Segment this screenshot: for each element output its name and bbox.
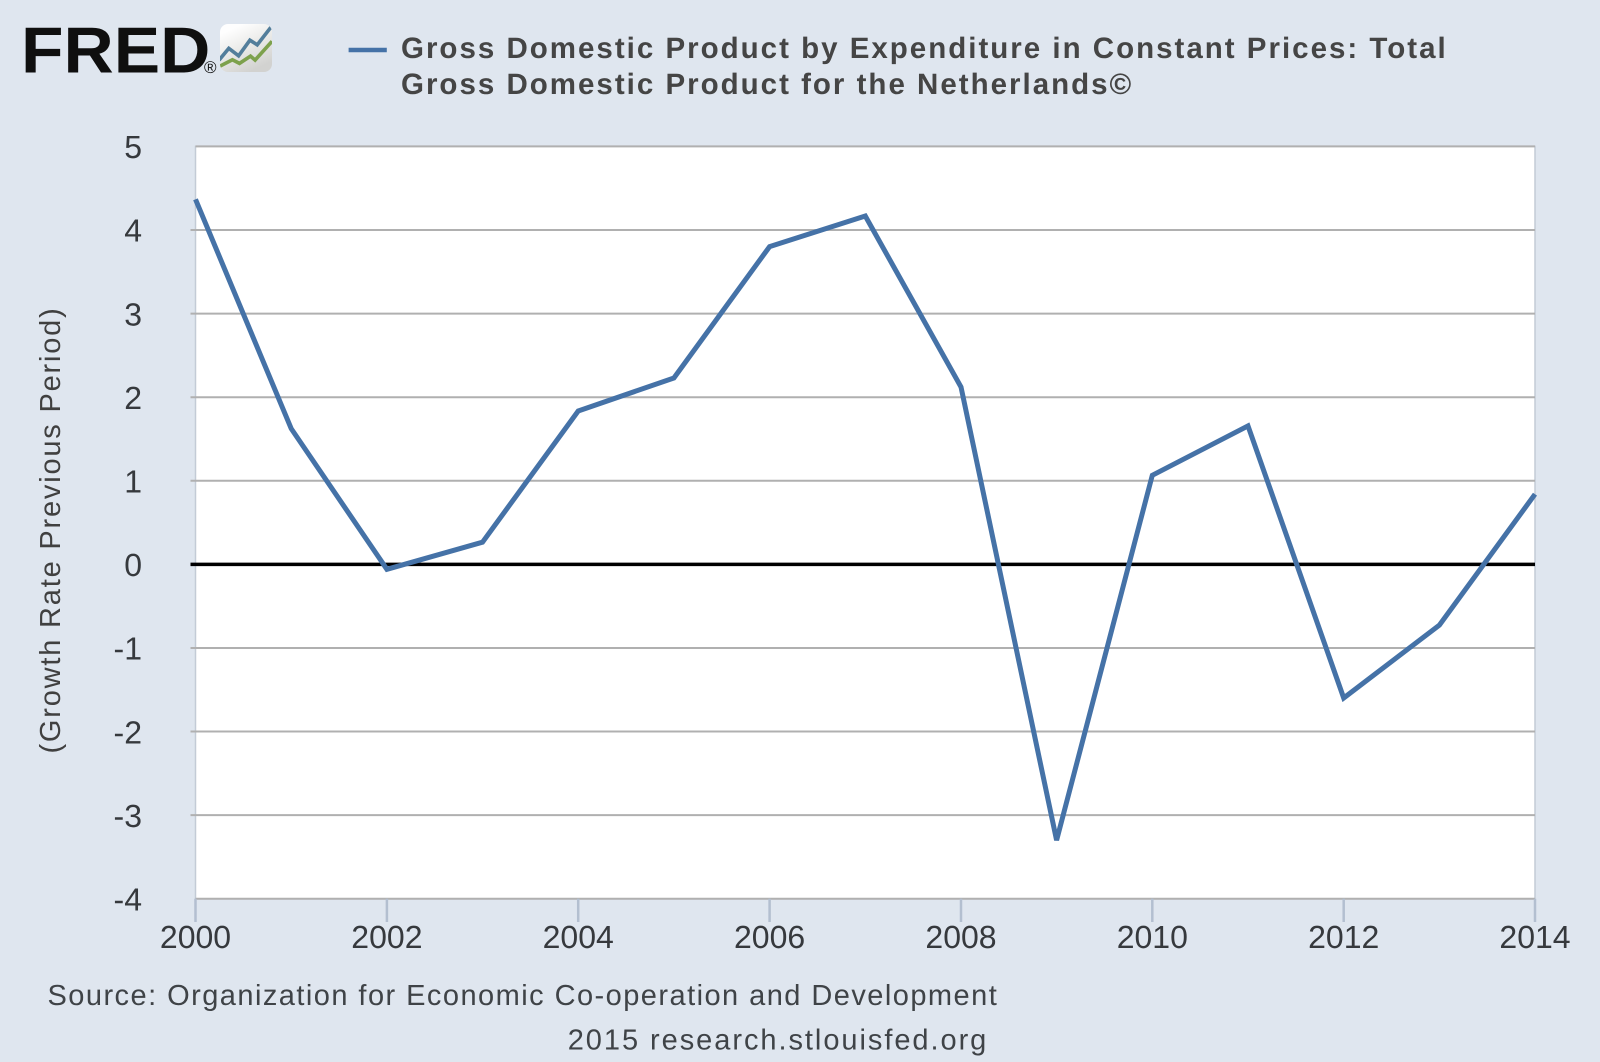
svg-text:0: 0 [124, 547, 142, 583]
svg-text:FRED: FRED [21, 14, 210, 87]
svg-text:2014: 2014 [1499, 919, 1570, 955]
svg-text:2000: 2000 [160, 919, 231, 955]
svg-text:2012: 2012 [1308, 919, 1379, 955]
svg-text:2: 2 [124, 380, 142, 416]
svg-text:3: 3 [124, 296, 142, 332]
svg-text:4: 4 [124, 213, 142, 249]
svg-text:-4: -4 [114, 881, 142, 917]
svg-text:Source: Organization for Econo: Source: Organization for Economic Co-ope… [48, 980, 999, 1012]
svg-text:2004: 2004 [543, 919, 614, 955]
svg-text:2010: 2010 [1117, 919, 1188, 955]
svg-text:2006: 2006 [734, 919, 805, 955]
svg-text:-2: -2 [114, 714, 142, 750]
svg-text:Gross Domestic Product for the: Gross Domestic Product for the Netherlan… [401, 68, 1133, 101]
svg-text:5: 5 [124, 129, 142, 165]
svg-text:2015 research.stlouisfed.org: 2015 research.stlouisfed.org [568, 1025, 989, 1057]
svg-text:Gross Domestic Product by Expe: Gross Domestic Product by Expenditure in… [401, 32, 1448, 65]
svg-text:1: 1 [124, 464, 142, 500]
svg-text:(Growth Rate Previous Period): (Growth Rate Previous Period) [35, 306, 67, 753]
svg-text:-1: -1 [114, 631, 142, 667]
svg-text:2008: 2008 [925, 919, 996, 955]
svg-text:®: ® [204, 58, 217, 77]
svg-text:-3: -3 [114, 798, 142, 834]
svg-text:2002: 2002 [351, 919, 422, 955]
